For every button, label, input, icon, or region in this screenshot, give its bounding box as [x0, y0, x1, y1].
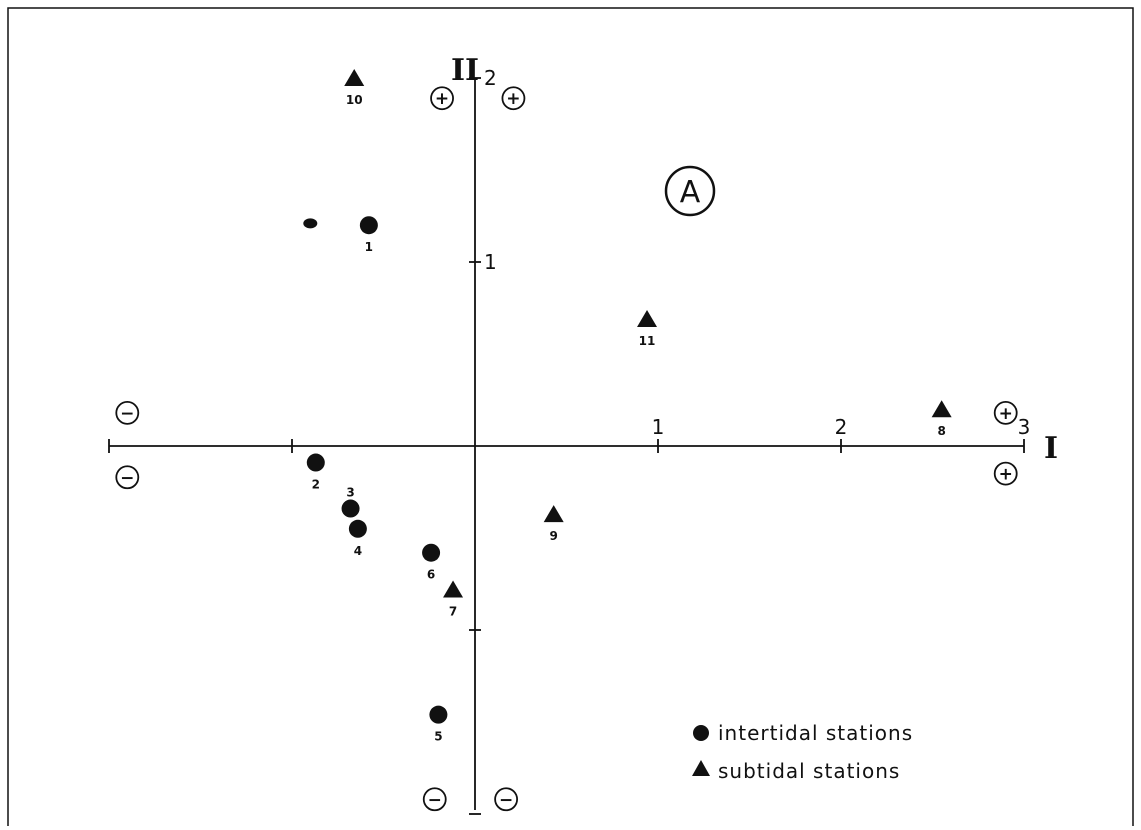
legend-item-intertidal: intertidal stations — [693, 721, 913, 745]
minus-sign: − — [499, 790, 513, 810]
panel-label-circle — [664, 165, 716, 217]
station-label: 11 — [639, 334, 656, 348]
legend: intertidal stations subtidal stations — [692, 721, 913, 783]
station-label: 5 — [434, 730, 442, 744]
x-axis-ticks: 1 2 3 — [108, 415, 1031, 453]
station-label: 6 — [427, 568, 435, 582]
minus-sign: − — [428, 790, 442, 810]
small-ellipse-mark — [303, 218, 318, 229]
y-axis-ticks: 12 — [469, 66, 497, 815]
sign-marker-circle — [501, 86, 526, 111]
station-label: 9 — [550, 529, 558, 543]
sign-marker-circle — [494, 787, 519, 812]
extra-marks — [303, 218, 318, 229]
y-axis-label: II — [451, 53, 479, 88]
sign-marker-circle — [993, 461, 1018, 486]
panel-label: A — [680, 175, 701, 210]
x-tick-label: 3 — [1018, 415, 1031, 439]
plus-sign: + — [999, 404, 1013, 424]
legend-triangle-marker — [692, 760, 710, 776]
x-axis-label: I — [1044, 431, 1058, 466]
subtidal-point — [931, 400, 952, 418]
subtidal-point — [443, 580, 464, 598]
intertidal-point — [341, 499, 360, 518]
panel-label-group: A — [664, 165, 716, 217]
sign-marker-circle — [115, 400, 140, 425]
x-tick-label: 1 — [652, 415, 665, 439]
station-label: 7 — [449, 605, 457, 619]
minus-sign: − — [120, 404, 134, 424]
station-label: 2 — [312, 478, 320, 492]
plus-sign: + — [999, 465, 1013, 485]
intertidal-point — [306, 453, 325, 472]
plus-sign: + — [435, 89, 449, 109]
intertidal-point — [348, 519, 367, 538]
intertidal-point — [422, 543, 441, 562]
subtidal-point — [344, 69, 365, 86]
legend-label-subtidal: subtidal stations — [718, 759, 900, 783]
sign-marker-circle — [115, 465, 140, 490]
minus-sign: − — [120, 468, 134, 488]
y-tick-label: 2 — [484, 66, 497, 90]
subtidal-point — [543, 505, 564, 523]
sign-marker-circle — [430, 86, 454, 111]
subtidal-point — [637, 310, 658, 328]
station-label: 10 — [346, 93, 363, 107]
y-tick-label: 1 — [484, 250, 497, 274]
station-label: 3 — [346, 486, 354, 500]
plus-sign: + — [506, 89, 520, 109]
legend-label-intertidal: intertidal stations — [718, 721, 913, 745]
intertidal-point — [429, 705, 448, 724]
sign-markers: + + + + − − − − — [115, 86, 1018, 812]
figure-frame — [7, 7, 1134, 830]
legend-item-subtidal: subtidal stations — [692, 759, 900, 783]
station-label: 1 — [365, 240, 373, 254]
intertidal-point — [359, 216, 378, 235]
station-label: 8 — [937, 424, 945, 438]
station-label: 4 — [354, 544, 362, 558]
sign-marker-circle — [993, 400, 1018, 425]
sign-marker-circle — [422, 787, 447, 812]
x-tick-label: 2 — [835, 415, 848, 439]
legend-circle-marker — [693, 725, 709, 741]
